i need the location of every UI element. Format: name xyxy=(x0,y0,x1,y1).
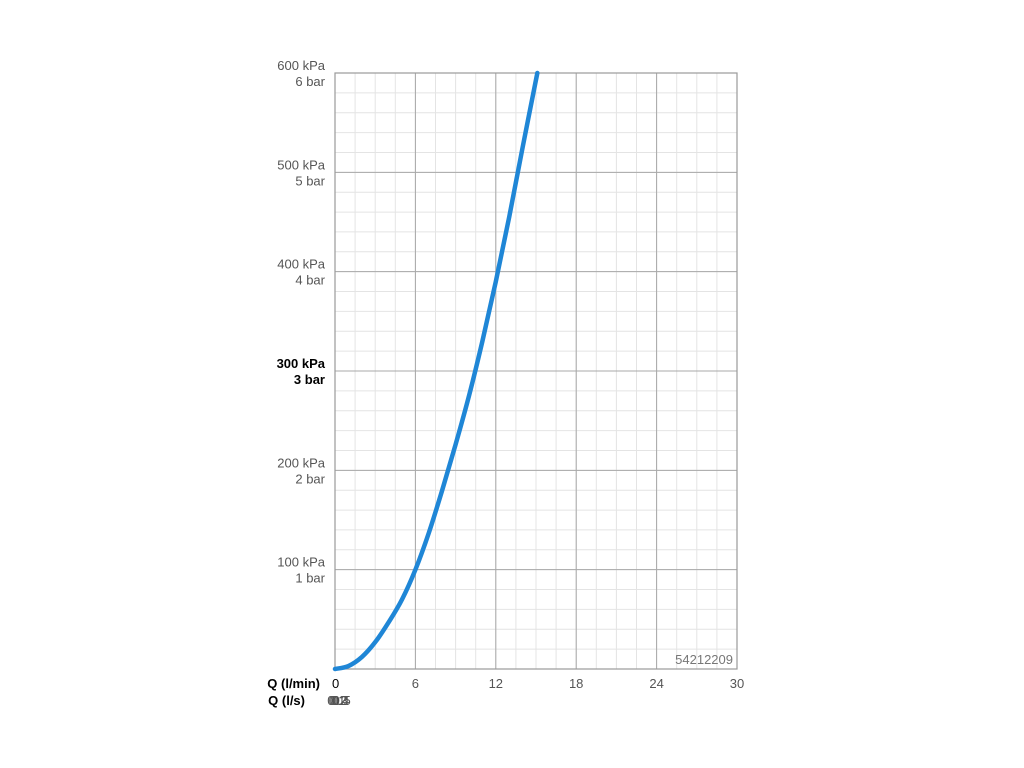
product-code: 54212209 xyxy=(675,652,733,667)
y-tick-label-bar: 1 bar xyxy=(295,571,325,586)
y-tick-label-kpa: 400 kPa xyxy=(277,257,325,272)
y-tick-label-kpa: 500 kPa xyxy=(277,157,325,172)
x-tick-label: 0.2 xyxy=(329,693,347,708)
x-tick-label: 0 xyxy=(332,676,339,691)
x-tick-label: 0.4 xyxy=(331,693,349,708)
y-tick-label-bar: 4 bar xyxy=(295,273,325,288)
x-tick-label: 24 xyxy=(649,676,663,691)
x-tick-label: 12 xyxy=(489,676,503,691)
y-tick-label-bar: 3 bar xyxy=(294,372,325,387)
x-tick-label: 30 xyxy=(730,676,744,691)
y-tick-label-kpa: 600 kPa xyxy=(277,58,325,73)
x-tick-label: 18 xyxy=(569,676,583,691)
y-tick-label-bar: 2 bar xyxy=(295,471,325,486)
x-axis-label-lps: Q (l/s) xyxy=(268,693,305,708)
x-tick-label: 6 xyxy=(412,676,419,691)
flow-pressure-curve xyxy=(332,70,540,672)
y-tick-label-bar: 6 bar xyxy=(295,74,325,89)
y-tick-label-bar: 5 bar xyxy=(295,173,325,188)
x-tick-label: 0 xyxy=(332,693,339,708)
x-tick-label: 0.1 xyxy=(327,693,345,708)
y-tick-label-kpa: 300 kPa xyxy=(277,356,326,371)
x-tick-label: 0.5 xyxy=(333,693,351,708)
y-tick-label-kpa: 200 kPa xyxy=(277,455,325,470)
y-tick-label-kpa: 100 kPa xyxy=(277,555,325,570)
x-axis-label-lpm: Q (l/min) xyxy=(267,676,320,691)
x-tick-label: 0.3 xyxy=(330,693,348,708)
